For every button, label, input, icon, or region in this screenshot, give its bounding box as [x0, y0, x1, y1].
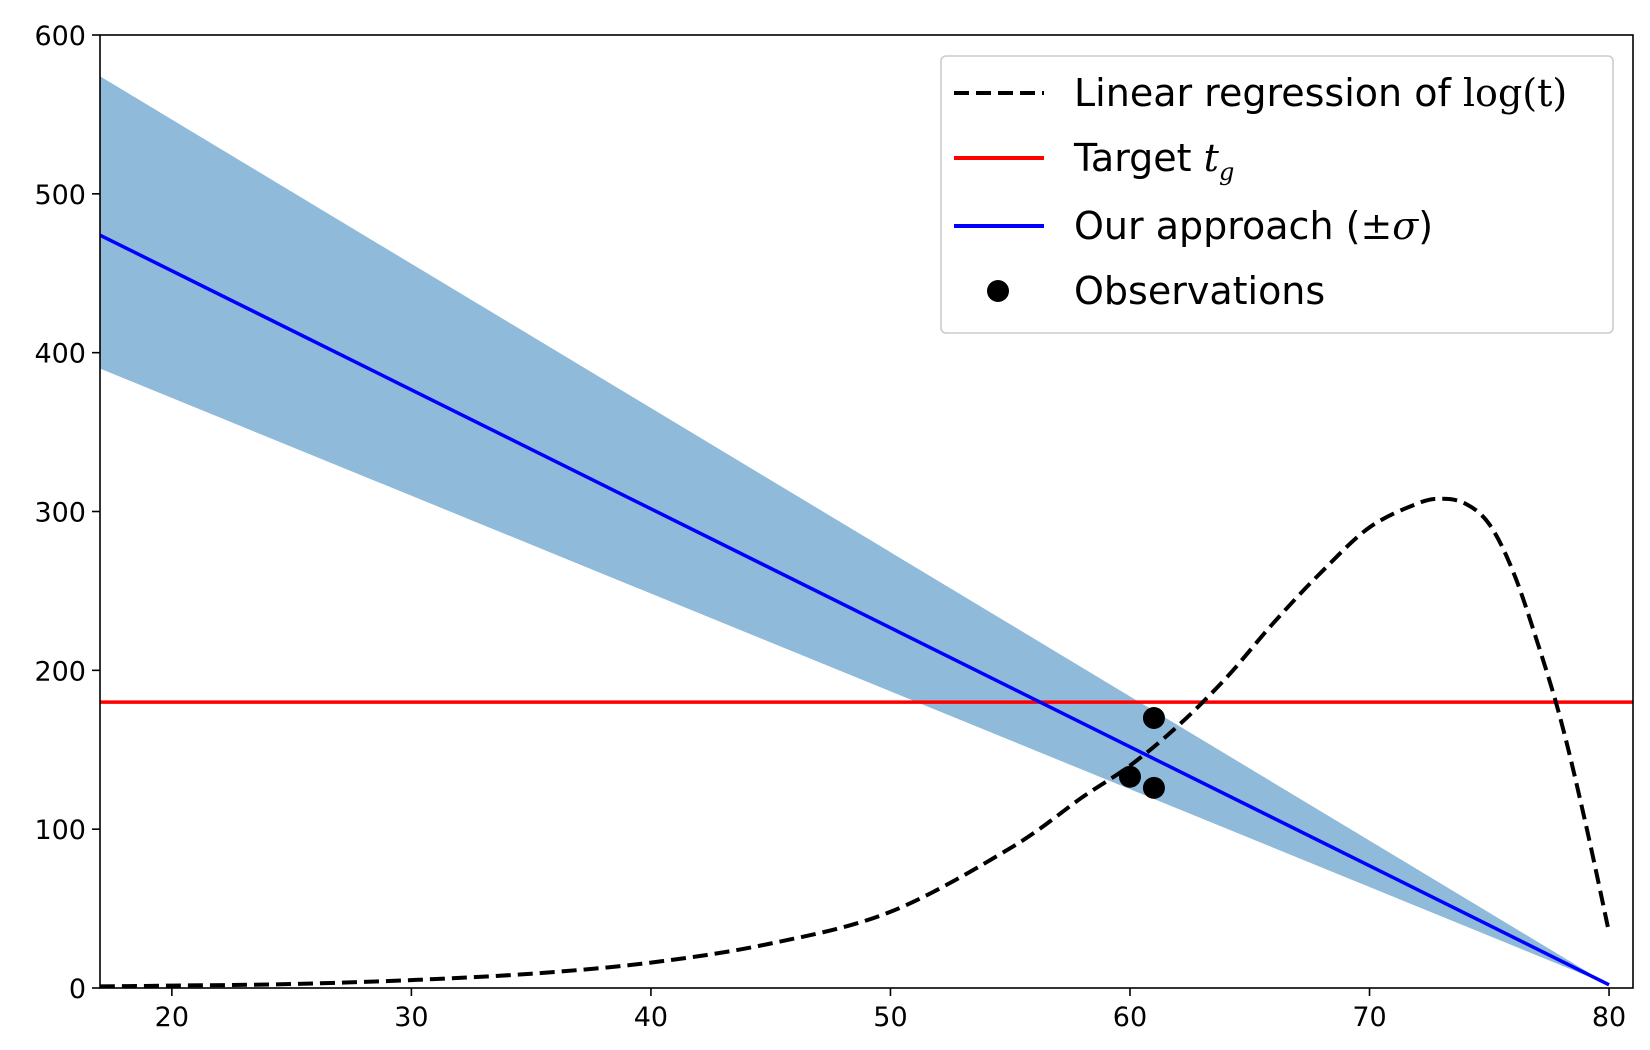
x-tick-label: 60 [1113, 1002, 1147, 1033]
x-tick-label: 30 [394, 1002, 428, 1033]
regression-curve [100, 496, 1611, 988]
y-tick-label: 200 [34, 656, 86, 687]
legend-math-regression: log(t) [1463, 71, 1567, 115]
legend-label-observations: Observations [1074, 269, 1325, 313]
sigma-band [100, 76, 1610, 985]
x-tick-label: 40 [634, 1002, 668, 1033]
legend-swatch-observations [987, 280, 1009, 302]
legend-prefix-regression: Linear regression of [1074, 71, 1463, 115]
plot-area [100, 76, 1633, 988]
x-tick-label: 50 [873, 1002, 907, 1033]
legend-frame [940, 55, 1614, 334]
observation-point [1142, 706, 1165, 729]
y-tick-label: 0 [69, 974, 86, 1005]
approach-line [100, 233, 1610, 987]
y-tick-label: 600 [34, 21, 86, 52]
y-tick-label: 300 [34, 498, 86, 529]
legend-suffix-approach: ) [1418, 204, 1433, 248]
y-tick-label: 500 [34, 180, 86, 211]
legend-prefix-approach: Our approach ( [1074, 204, 1360, 248]
legend-label-regression: Linear regression of log(t) [1074, 71, 1567, 115]
x-tick-label: 70 [1352, 1002, 1386, 1033]
legend: Linear regression of log(t) Target tg Ou… [940, 55, 1614, 334]
axes: 20 30 40 50 60 70 80 0 100 200 300 400 500 600 [34, 21, 1626, 1033]
legend-math-target-sub: g [1219, 158, 1234, 186]
legend-math-approach: ±σ [1360, 204, 1419, 248]
legend-label-approach: Our approach (±σ) [1074, 204, 1433, 248]
legend-math-target: t [1204, 136, 1220, 180]
legend-label-target: Target tg [1073, 136, 1234, 186]
x-tick-label: 20 [155, 1002, 189, 1033]
observation-point [1142, 776, 1165, 799]
legend-prefix-target: Target [1073, 136, 1204, 180]
y-tick-label: 100 [34, 815, 86, 846]
observation-point [1118, 765, 1141, 788]
x-tick-label: 80 [1592, 1002, 1626, 1033]
y-tick-label: 400 [34, 339, 86, 370]
